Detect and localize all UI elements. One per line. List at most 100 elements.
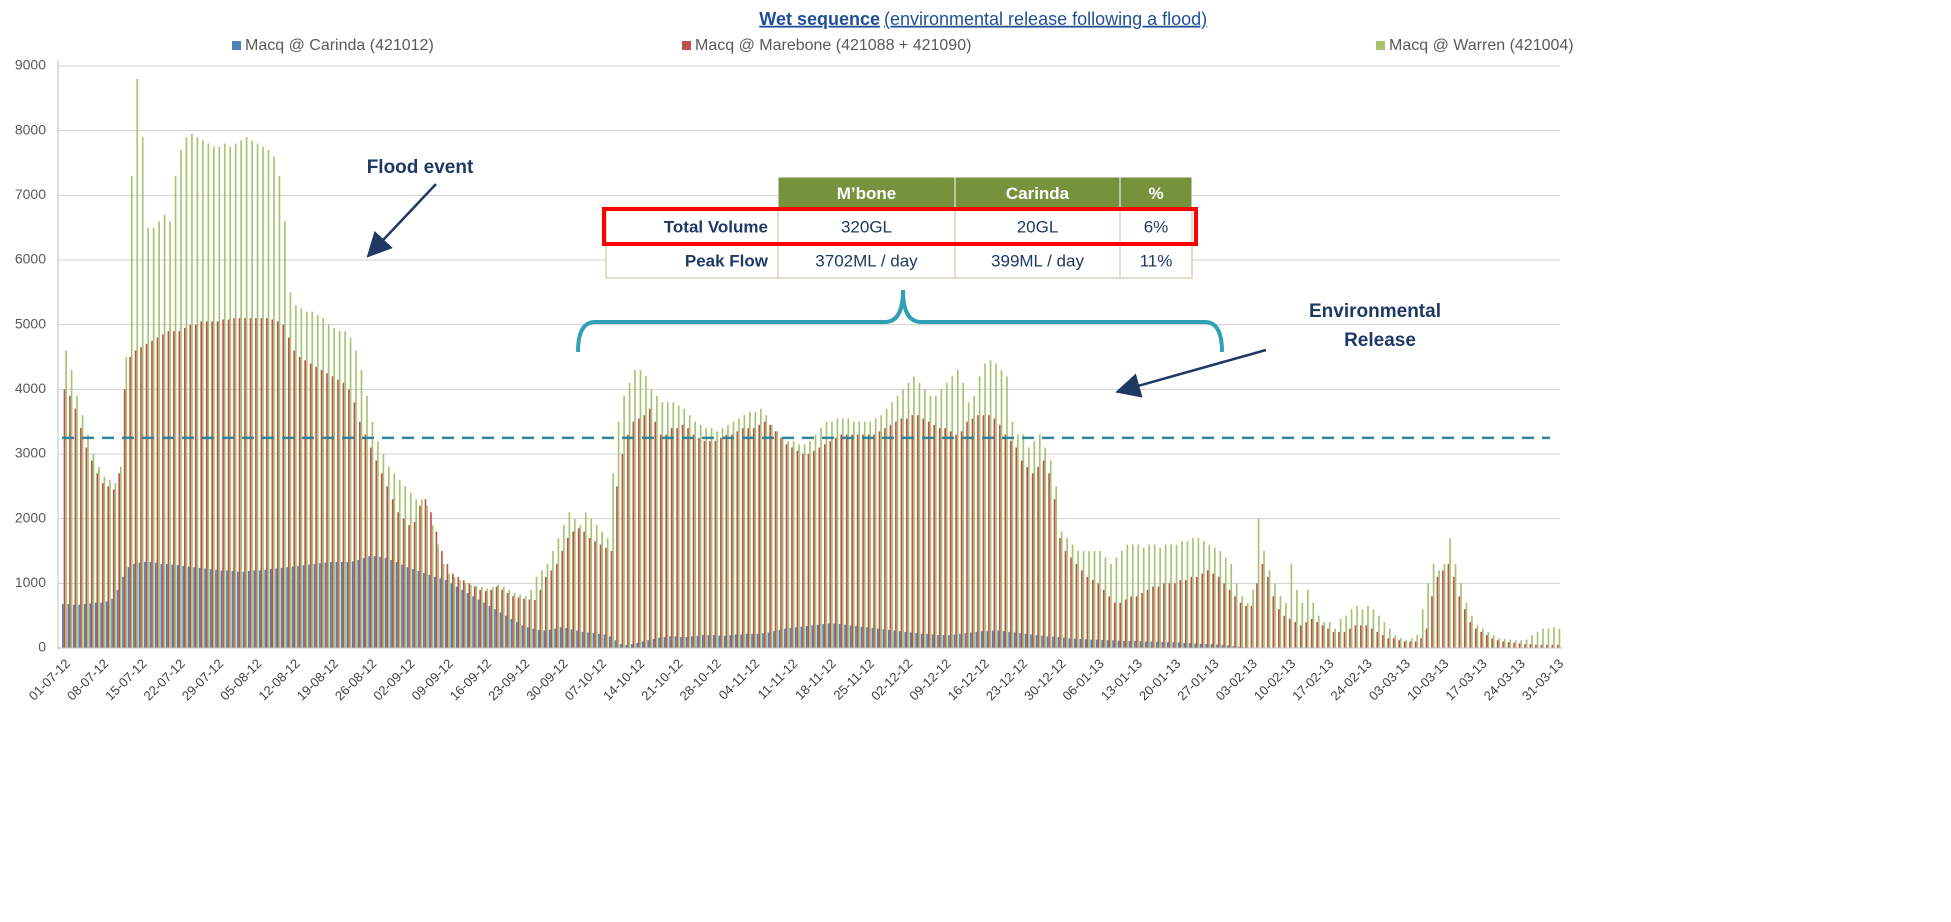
bar — [920, 633, 923, 648]
bar — [714, 441, 717, 648]
bar — [1073, 638, 1076, 648]
bar — [643, 415, 646, 648]
bar — [1031, 473, 1034, 648]
bar — [475, 585, 478, 648]
bar — [133, 563, 135, 648]
bar — [1041, 635, 1043, 648]
bar — [123, 389, 126, 648]
bar — [1117, 640, 1120, 648]
bar — [855, 626, 857, 648]
bar — [468, 583, 471, 648]
bar — [401, 564, 403, 648]
bar — [497, 584, 500, 648]
bar — [736, 431, 739, 648]
bar — [1551, 644, 1554, 648]
bar — [791, 447, 793, 648]
y-tick-label: 0 — [38, 639, 46, 655]
bar — [408, 525, 410, 648]
bar — [650, 389, 653, 648]
bar — [437, 544, 439, 648]
bar — [1230, 563, 1233, 648]
bar — [183, 327, 186, 648]
bar — [222, 319, 224, 648]
bar — [926, 633, 928, 648]
bar — [548, 629, 551, 648]
bar — [785, 444, 788, 648]
bar — [1194, 643, 1196, 648]
bar — [1057, 637, 1060, 648]
x-tick-label: 02-12-12 — [868, 656, 915, 703]
bar — [1185, 580, 1187, 648]
bar — [397, 512, 399, 648]
bar — [995, 363, 997, 648]
bar — [1257, 518, 1260, 648]
bar — [712, 635, 715, 648]
bar — [1228, 589, 1231, 648]
bar — [1296, 589, 1298, 648]
bar — [980, 631, 983, 648]
table-cell-text: Peak Flow — [685, 251, 769, 270]
bar — [1013, 632, 1016, 648]
bar — [871, 627, 874, 648]
bar — [324, 562, 327, 648]
bar — [1145, 641, 1147, 648]
bar — [1338, 631, 1340, 648]
bar — [1394, 635, 1397, 648]
bar — [1553, 627, 1555, 648]
bar — [1250, 605, 1253, 648]
bar — [140, 347, 142, 648]
bar — [745, 633, 748, 648]
bar — [1066, 538, 1068, 648]
bar — [112, 489, 115, 648]
bar — [1195, 576, 1198, 648]
bar — [829, 441, 832, 648]
table-cell — [777, 243, 956, 279]
x-tick-label: 10-02-13 — [1251, 656, 1298, 703]
bar — [599, 544, 602, 648]
bar — [1020, 460, 1023, 648]
bar — [1206, 570, 1209, 648]
table-header: M’bone — [837, 184, 897, 203]
annotation: Release — [1344, 330, 1416, 351]
bar — [1101, 639, 1103, 648]
bar — [811, 625, 814, 648]
bar — [390, 560, 392, 648]
bar — [1077, 551, 1079, 648]
bar — [530, 589, 532, 648]
bar — [98, 466, 100, 648]
bar — [249, 318, 252, 648]
bar — [483, 602, 485, 648]
bar — [516, 622, 518, 648]
bar — [904, 631, 907, 648]
bar — [636, 642, 638, 648]
bar — [574, 518, 576, 648]
bar — [966, 421, 968, 648]
table-cell-text: Total Volume — [664, 217, 768, 236]
table-cell — [1119, 209, 1193, 245]
bar — [896, 395, 899, 648]
bar — [291, 566, 294, 648]
bar — [555, 563, 558, 648]
bar — [677, 405, 680, 648]
bar — [1542, 628, 1544, 648]
bar — [316, 314, 319, 648]
bar — [661, 402, 664, 648]
bar — [993, 418, 996, 648]
bar — [617, 421, 620, 648]
x-tick-label: 27-01-13 — [1174, 656, 1221, 703]
bar — [849, 625, 852, 648]
bar — [373, 556, 376, 648]
bar — [794, 627, 797, 648]
bar — [1431, 596, 1433, 648]
bar — [1164, 544, 1167, 648]
bar — [234, 143, 237, 648]
bar — [1556, 644, 1559, 648]
bar — [1376, 631, 1379, 648]
bar — [331, 376, 334, 648]
bar — [956, 369, 959, 648]
bar — [1360, 625, 1362, 648]
bar — [81, 415, 84, 648]
bar — [495, 586, 498, 648]
